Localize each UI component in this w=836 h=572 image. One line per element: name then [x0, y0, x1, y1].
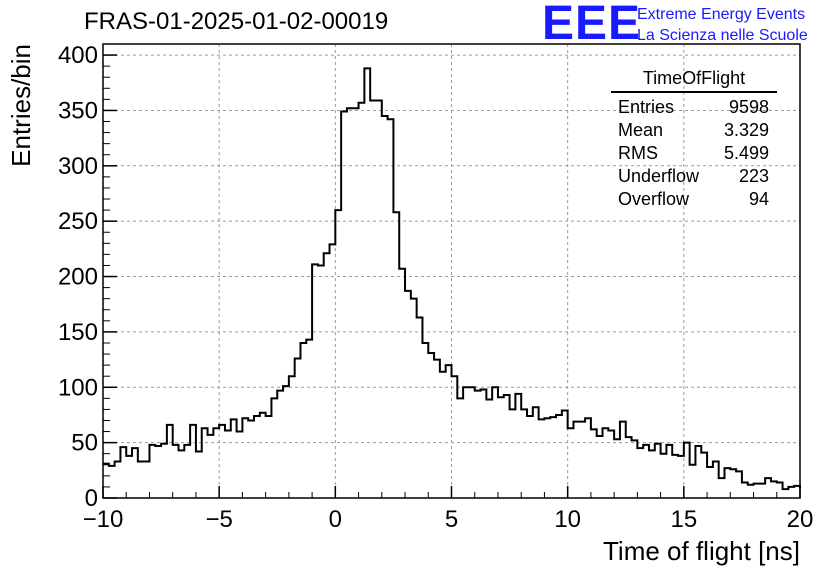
logo-text: Extreme Energy Events La Scienza nelle S…: [637, 4, 808, 46]
stats-row-underflow: Underflow 223: [611, 165, 777, 188]
x-tick-label: 5: [445, 506, 458, 533]
y-tick-label: 200: [58, 264, 98, 291]
stats-title: TimeOfFlight: [611, 68, 777, 93]
stats-box: TimeOfFlight Entries 9598 Mean 3.329 RMS…: [611, 68, 777, 211]
logo-line-2: La Scienza nelle Scuole: [637, 27, 808, 44]
chart-title: FRAS-01-2025-01-02-00019: [84, 8, 389, 35]
stats-row-entries: Entries 9598: [611, 96, 777, 119]
x-tick-label: −5: [205, 506, 232, 533]
x-axis: −10 −5 0 5 10 15 20: [83, 486, 814, 533]
histogram-series: [103, 67, 801, 491]
logo-line-1: Extreme Energy Events: [637, 6, 806, 23]
stats-value: 9598: [728, 97, 769, 117]
y-tick-label: 300: [58, 153, 98, 180]
stats-label: Underflow: [618, 166, 700, 186]
stats-value: 3.329: [723, 120, 769, 140]
stats-label: RMS: [618, 143, 658, 163]
y-axis: 0 50 100 150 200 250 300 350 400: [58, 42, 117, 512]
y-tick-label: 100: [58, 374, 98, 401]
x-axis-label: Time of flight [ns]: [603, 536, 800, 566]
stats-row-rms: RMS 5.499: [611, 142, 777, 165]
stats-label: Overflow: [618, 189, 690, 209]
y-tick-label: 250: [58, 208, 98, 235]
y-axis-label: Entries/bin: [6, 44, 36, 167]
x-tick-label: 10: [554, 506, 581, 533]
stats-row-mean: Mean 3.329: [611, 119, 777, 142]
stats-label: Entries: [618, 97, 675, 117]
y-tick-label: 0: [85, 485, 98, 512]
x-tick-label: 20: [787, 506, 814, 533]
y-tick-label: 350: [58, 97, 98, 124]
stats-row-overflow: Overflow 94: [611, 188, 777, 211]
stats-value: 223: [738, 166, 769, 186]
x-tick-label: 15: [670, 506, 697, 533]
stats-value: 5.499: [723, 143, 769, 163]
eee-logo: EEE: [542, 0, 642, 50]
stats-value: 94: [748, 189, 769, 209]
y-tick-label: 50: [71, 430, 98, 457]
x-tick-label: 0: [329, 506, 342, 533]
x-tick-label: −10: [83, 506, 124, 533]
stats-label: Mean: [618, 120, 664, 140]
y-tick-label: 150: [58, 319, 98, 346]
y-tick-label: 400: [58, 42, 98, 69]
